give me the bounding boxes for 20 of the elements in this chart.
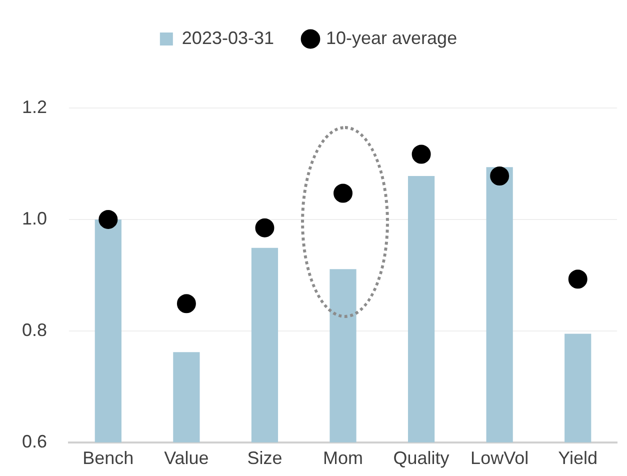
- point: [490, 166, 510, 186]
- y-tick-label: 0.6: [22, 431, 48, 452]
- point: [98, 210, 118, 229]
- x-tick-label: Quality: [393, 448, 450, 468]
- x-tick-label: LowVol: [470, 448, 529, 468]
- point: [334, 184, 353, 203]
- legend-label: 10-year average: [326, 28, 458, 48]
- y-tick-label: 1.0: [22, 208, 48, 228]
- x-tick-label: Bench: [82, 448, 134, 468]
- y-tick-label: 1.2: [22, 96, 48, 117]
- point: [412, 144, 431, 164]
- point: [255, 218, 274, 238]
- x-tick-label: Mom: [323, 448, 364, 468]
- x-tick-label: Yield: [558, 448, 598, 468]
- point: [176, 294, 196, 314]
- x-tick-label: Value: [164, 448, 209, 468]
- y-tick-label: 0.8: [22, 320, 48, 340]
- x-tick-label: Size: [247, 448, 282, 468]
- point: [568, 270, 588, 289]
- legend-label: 2023-03-31: [182, 28, 274, 48]
